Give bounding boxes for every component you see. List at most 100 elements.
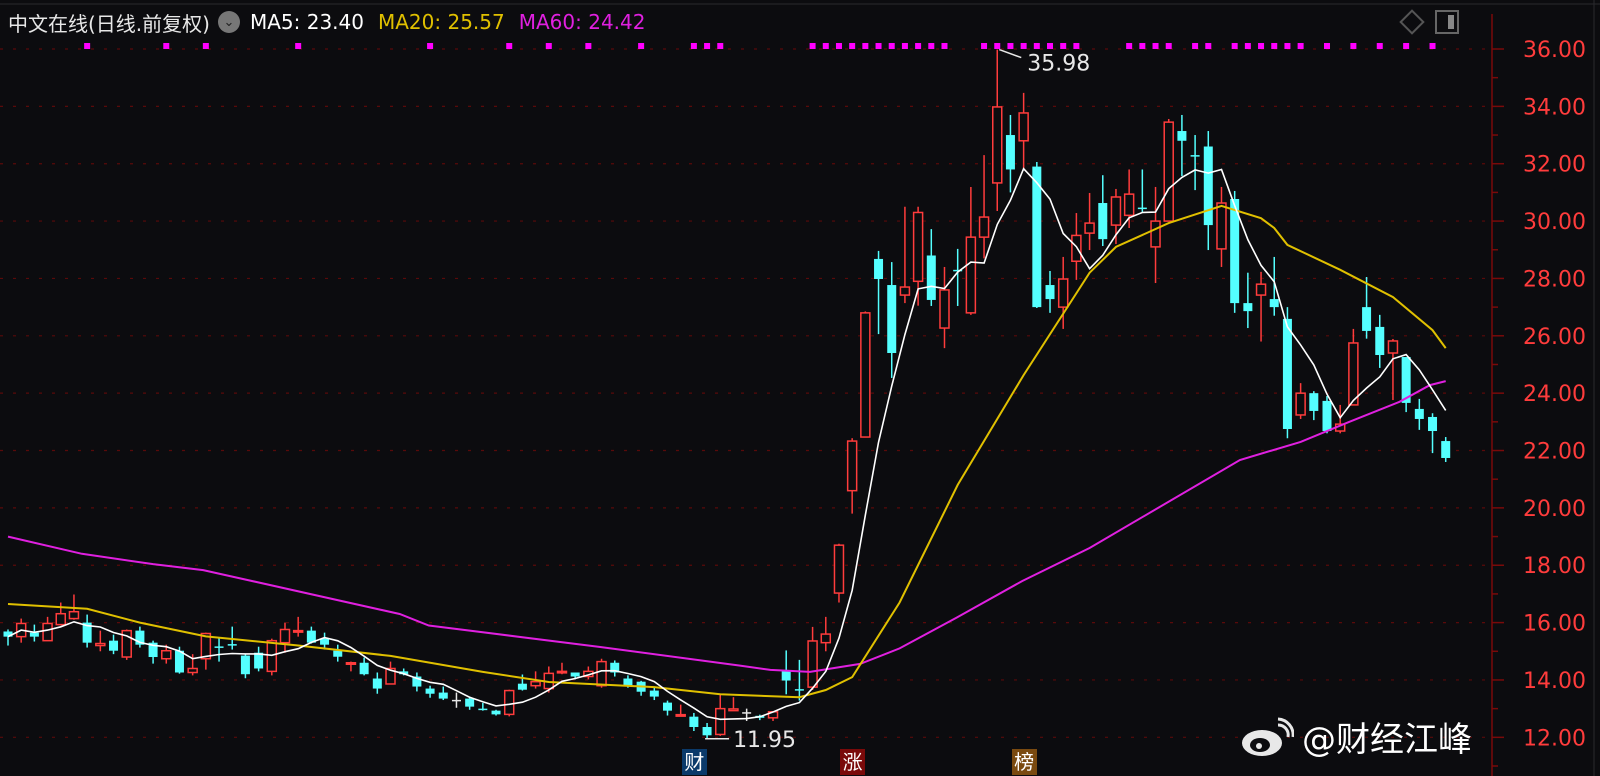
low-label: 11.95: [733, 728, 796, 753]
candle-body: [728, 708, 739, 712]
stock-title: 中文在线(日线.前复权): [8, 11, 210, 36]
candle: [1375, 314, 1385, 368]
signal-dot: [1139, 43, 1146, 49]
candle: [846, 438, 858, 514]
candle-body: [174, 650, 184, 673]
candle-body: [372, 678, 382, 689]
signal-dot: [941, 43, 948, 49]
candle-body: [292, 629, 304, 633]
candle: [1216, 186, 1227, 267]
candle: [240, 654, 250, 679]
candle-body: [1387, 340, 1399, 354]
candle-body: [187, 667, 198, 674]
signal-dot: [163, 43, 170, 49]
candle-body: [1057, 278, 1069, 308]
candle: [1084, 192, 1095, 251]
candle: [1387, 338, 1399, 401]
candle-body: [1322, 400, 1332, 432]
candle-body: [333, 650, 343, 657]
candle-body: [109, 640, 119, 651]
candle-body: [1098, 203, 1108, 240]
candle-body: [68, 610, 80, 620]
signal-dot: [202, 43, 209, 49]
candle-body: [1032, 166, 1042, 308]
candle-body: [1295, 392, 1306, 416]
signal-dot: [1350, 43, 1357, 49]
candle-body: [121, 629, 132, 658]
candle-body: [807, 640, 818, 688]
candle-body: [675, 713, 686, 717]
candle: [82, 614, 92, 648]
candle: [200, 632, 212, 670]
candle-body: [1243, 303, 1253, 312]
candle: [412, 672, 422, 692]
candle: [1309, 391, 1319, 421]
candle-body: [1005, 135, 1015, 170]
signal-dot: [1244, 43, 1251, 49]
candle: [1322, 396, 1332, 434]
signal-dot: [1126, 43, 1133, 49]
candle: [425, 685, 435, 698]
candle: [1243, 272, 1253, 329]
signal-dot: [1205, 43, 1212, 49]
candle-body: [926, 255, 936, 300]
candle-body: [148, 642, 158, 658]
candle-body: [491, 710, 501, 715]
signal-dot: [506, 43, 513, 49]
candle: [1163, 118, 1174, 222]
candle: [663, 700, 672, 716]
candle: [3, 629, 13, 646]
candle: [965, 186, 977, 315]
candle: [279, 622, 291, 653]
marker-limit-up[interactable]: 涨: [840, 749, 866, 775]
candle: [833, 543, 845, 603]
signal-dot: [585, 43, 592, 49]
candle: [675, 704, 686, 717]
candle: [1203, 131, 1213, 251]
candle-body: [887, 285, 897, 354]
marker-ranking[interactable]: 榜: [1011, 749, 1037, 775]
candle: [465, 696, 475, 710]
chevron-down-circle-icon[interactable]: ⌄: [217, 11, 240, 33]
candle: [451, 692, 461, 708]
candle-body: [55, 612, 67, 626]
axis-tick-label: 14.00: [1523, 669, 1586, 694]
candle: [1441, 437, 1451, 462]
candle-body: [279, 628, 291, 644]
candle-body: [399, 671, 409, 675]
candle-body: [227, 644, 237, 646]
candle-body: [320, 638, 330, 645]
candle-body: [135, 630, 145, 645]
panel-toggle-icon[interactable]: [1435, 10, 1459, 34]
signal-dot: [1047, 43, 1054, 49]
signal-dot: [638, 43, 645, 49]
diamond-icon[interactable]: [1399, 9, 1425, 35]
candle: [1137, 169, 1147, 213]
marker-finance[interactable]: 财: [681, 749, 707, 775]
candle: [899, 206, 911, 304]
candle: [372, 672, 382, 694]
candle: [42, 616, 53, 642]
candle: [1414, 398, 1424, 430]
candles: [3, 49, 1451, 739]
grid-lines: [0, 48, 1492, 738]
axis-tick-label: 28.00: [1523, 267, 1586, 292]
candle: [649, 686, 659, 701]
axis-tick-label: 12.00: [1523, 726, 1586, 751]
candle: [820, 616, 832, 652]
candle-body: [992, 106, 1003, 184]
candle-body: [1362, 307, 1372, 331]
candle-body: [345, 662, 357, 666]
candle-body: [978, 216, 990, 238]
weibo-icon: [1242, 717, 1294, 756]
candle-body: [3, 631, 13, 637]
candle-body: [1401, 357, 1411, 403]
candle: [702, 722, 712, 739]
signal-dot: [809, 43, 816, 49]
candle: [214, 637, 224, 662]
candle: [728, 697, 739, 712]
signal-dot: [1429, 43, 1436, 49]
candle-body: [161, 649, 172, 660]
signal-dot: [875, 43, 882, 49]
